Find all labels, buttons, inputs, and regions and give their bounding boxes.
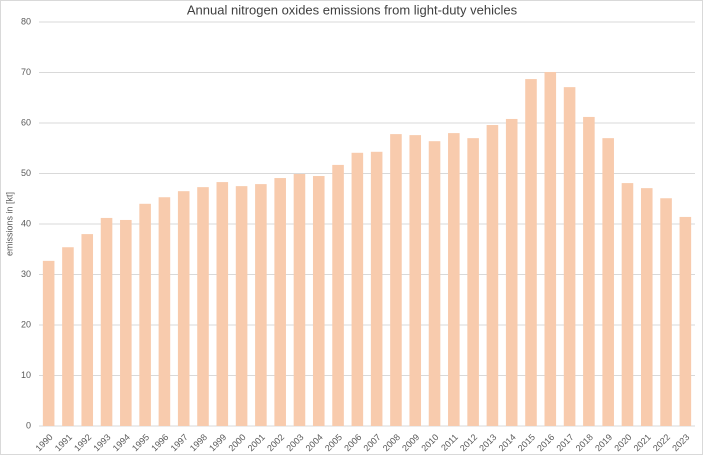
bar	[293, 174, 306, 426]
bar	[197, 187, 209, 426]
bar	[274, 178, 286, 426]
bar	[448, 133, 460, 426]
bar	[312, 176, 325, 426]
bar	[621, 183, 634, 426]
bar	[390, 134, 402, 427]
bar	[544, 71, 557, 427]
bar	[467, 138, 479, 426]
bar	[602, 138, 614, 426]
y-tick-label: 40	[21, 218, 31, 228]
bar	[370, 151, 383, 426]
chart-title: Annual nitrogen oxides emissions from li…	[187, 2, 518, 17]
y-tick-label: 80	[21, 16, 31, 26]
bar	[583, 116, 595, 426]
bar	[640, 188, 653, 426]
bar	[235, 186, 248, 426]
bar	[428, 141, 441, 426]
bar	[255, 184, 267, 426]
bar	[525, 79, 537, 426]
bar	[486, 125, 499, 427]
bar	[660, 198, 672, 426]
y-tick-label: 70	[21, 67, 31, 77]
y-tick-label: 10	[21, 370, 31, 380]
y-tick-label: 20	[21, 319, 31, 329]
bar	[81, 234, 94, 426]
y-axis-label: emissions in [kt]	[4, 192, 14, 256]
bar	[216, 182, 229, 426]
bar	[679, 216, 692, 426]
bar	[351, 152, 364, 427]
bar	[100, 217, 113, 426]
bar	[563, 87, 576, 427]
bar	[505, 118, 518, 427]
bar	[177, 191, 190, 426]
bar	[158, 197, 171, 426]
y-tick-label: 30	[21, 269, 31, 279]
bar	[409, 135, 422, 426]
bar	[139, 203, 151, 426]
y-tick-label: 50	[21, 168, 31, 178]
bar	[42, 260, 55, 426]
bar	[332, 164, 344, 427]
bar	[62, 247, 74, 426]
bar	[120, 219, 132, 426]
y-tick-label: 60	[21, 117, 31, 127]
y-tick-label: 0	[26, 420, 31, 430]
